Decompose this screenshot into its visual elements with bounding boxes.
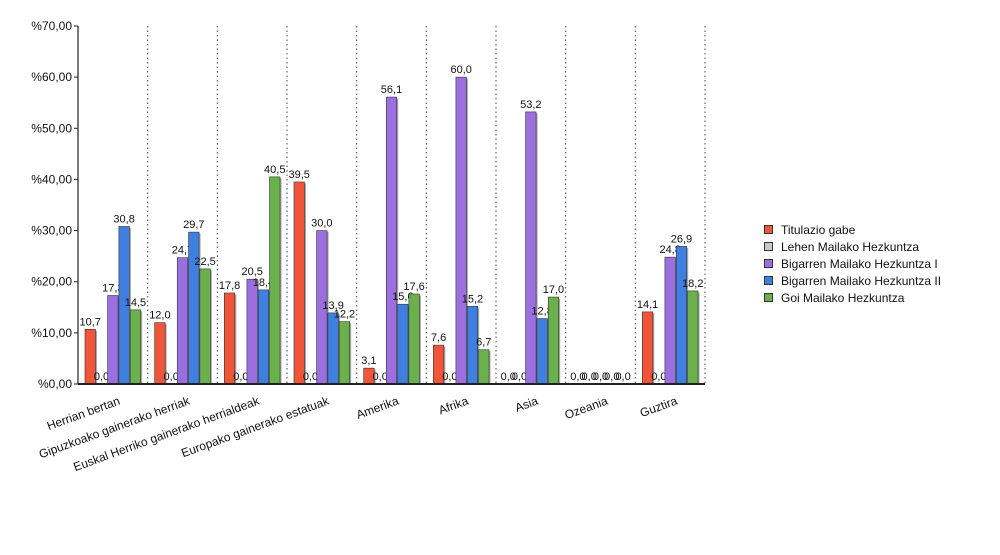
legend-item: Titulazio gabe — [764, 221, 941, 238]
data-label: 40,5 — [264, 164, 285, 176]
data-label: 0,0 — [164, 371, 179, 383]
data-label: 15,2 — [462, 293, 483, 305]
bar — [408, 293, 420, 385]
data-label: 0,0 — [373, 371, 388, 383]
legend-label: Lehen Mailako Hezkuntza — [781, 239, 920, 254]
data-label: 18,4 — [253, 277, 274, 289]
legend-label: Goi Mailako Hezkuntza — [781, 290, 905, 305]
y-tick-label: %70,00 — [31, 19, 72, 33]
bar — [327, 312, 339, 385]
bar — [293, 181, 305, 385]
data-label: 0,0 — [651, 371, 666, 383]
data-label: 17,3 — [102, 283, 123, 295]
y-tick-label: %20,00 — [31, 275, 72, 289]
data-label: 0,0 — [593, 371, 608, 383]
data-label: 17,0 — [543, 284, 564, 296]
data-label: 14,5 — [125, 297, 146, 309]
bar — [664, 256, 676, 385]
data-label: 15,6 — [392, 291, 413, 303]
data-label: 26,9 — [671, 233, 692, 245]
y-tick-label: %30,00 — [31, 224, 72, 238]
data-label: 24,8 — [659, 244, 680, 256]
y-tick-label: %50,00 — [31, 121, 72, 135]
y-tick-label: %40,00 — [31, 172, 72, 186]
x-tick-label: Ozeania — [563, 394, 610, 423]
legend-item: Goi Mailako Hezkuntza — [764, 289, 941, 306]
legend-item: Lehen Mailako Hezkuntza — [764, 238, 941, 255]
legend-swatch — [764, 225, 773, 234]
bar — [188, 231, 200, 385]
bar — [338, 321, 350, 385]
legend-label: Bigarren Mailako Hezkuntza I — [781, 256, 938, 271]
data-label: 13,9 — [322, 300, 343, 312]
y-tick-label: %10,00 — [31, 326, 72, 340]
data-label: 24,7 — [172, 245, 193, 257]
bar — [455, 76, 467, 385]
legend-swatch — [764, 293, 773, 302]
data-label: 0,0 — [570, 371, 585, 383]
data-label: 0,0 — [303, 371, 318, 383]
bar — [547, 296, 559, 385]
data-label: 0,0 — [582, 371, 597, 383]
data-label: 17,6 — [403, 281, 424, 293]
data-label: 60,0 — [450, 64, 471, 76]
data-label: 30,0 — [311, 218, 332, 230]
bar — [129, 309, 141, 385]
data-label: 0,0 — [233, 371, 248, 383]
data-label: 0,0 — [615, 371, 630, 383]
data-label: 29,7 — [183, 219, 204, 231]
legend-swatch — [764, 259, 773, 268]
data-label: 56,1 — [381, 84, 402, 96]
bar — [257, 289, 270, 385]
bar — [478, 349, 490, 385]
data-label: 6,7 — [476, 337, 491, 349]
x-tick-label: Guztira — [638, 394, 679, 420]
data-label: 30,8 — [113, 213, 134, 225]
legend-swatch — [764, 276, 773, 285]
data-label: 18,2 — [682, 278, 703, 290]
legend: Titulazio gabe Lehen Mailako Hezkuntza Big… — [764, 221, 941, 306]
bar — [176, 257, 189, 385]
data-label: 12,8 — [531, 306, 552, 318]
data-label: 22,5 — [194, 256, 215, 268]
data-label: 3,1 — [361, 355, 376, 367]
legend-swatch — [764, 242, 773, 251]
data-label: 0,0 — [512, 371, 527, 383]
bar — [397, 303, 409, 385]
bar — [687, 290, 699, 385]
legend-label: Bigarren Mailako Hezkuntza II — [781, 273, 942, 288]
legend-item: Bigarren Mailako Hezkuntza I — [764, 255, 941, 272]
y-tick-label: %60,00 — [31, 70, 72, 84]
bar — [675, 246, 688, 385]
bar — [199, 268, 211, 385]
bar — [525, 111, 537, 385]
bar — [269, 176, 281, 385]
bar — [246, 278, 258, 385]
x-tick-label: Asia — [513, 394, 540, 415]
data-label: 17,8 — [219, 280, 240, 292]
data-label: 0,0 — [442, 371, 457, 383]
data-label: 10,7 — [80, 316, 101, 328]
bar — [107, 295, 119, 385]
bar — [385, 96, 398, 385]
data-label: 20,5 — [241, 266, 262, 278]
data-label: 12,0 — [149, 310, 170, 322]
data-label: 14,1 — [637, 299, 658, 311]
y-tick-label: %0,00 — [38, 377, 72, 391]
bar — [536, 318, 548, 385]
data-label: 0,0 — [604, 371, 619, 383]
data-label: 7,6 — [431, 332, 446, 344]
data-label: 0,0 — [501, 371, 516, 383]
data-label: 0,0 — [94, 371, 109, 383]
legend-item: Bigarren Mailako Hezkuntza II — [764, 272, 941, 289]
data-label: 39,5 — [289, 169, 310, 181]
x-tick-label: Amerika — [354, 394, 400, 422]
x-tick-label: Afrika — [437, 394, 471, 418]
data-label: 12,2 — [334, 309, 355, 321]
data-label: 53,2 — [520, 99, 541, 111]
legend-label: Titulazio gabe — [781, 222, 856, 237]
